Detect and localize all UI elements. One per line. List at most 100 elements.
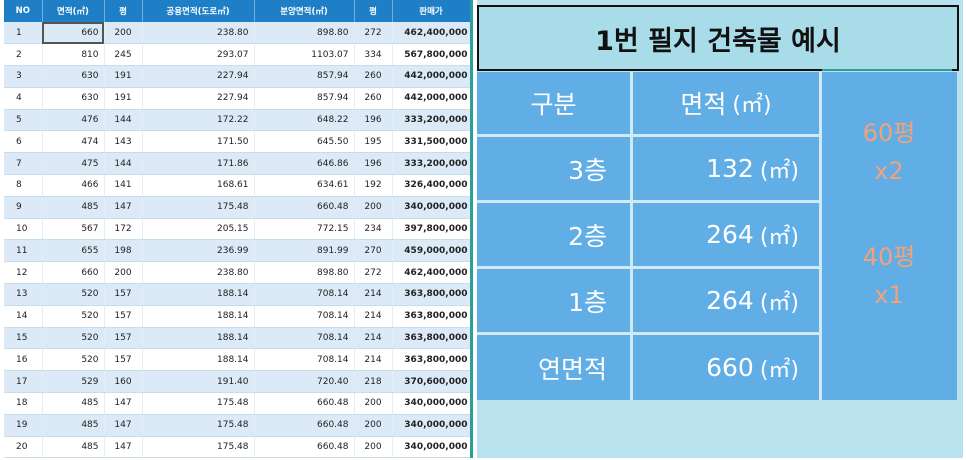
header-common-area[interactable]: 공용면적(도로㎡) <box>142 0 255 22</box>
cell-pyeong[interactable]: 200 <box>104 22 143 45</box>
cell-common-area[interactable]: 227.94 <box>142 87 255 110</box>
cell-area[interactable]: 520 <box>42 305 105 328</box>
cell-no[interactable]: 1 <box>4 22 43 45</box>
cell-no[interactable]: 8 <box>4 174 43 197</box>
cell-price[interactable]: 333,200,000 <box>392 152 471 176</box>
header-area[interactable]: 면적(㎡) <box>42 0 105 22</box>
cell-price[interactable]: 370,600,000 <box>392 370 471 394</box>
cell-common-area[interactable]: 238.80 <box>142 22 255 45</box>
cell-pyeong[interactable]: 172 <box>104 218 143 241</box>
cell-area[interactable]: 660 <box>42 22 105 45</box>
cell-area[interactable]: 520 <box>42 283 105 306</box>
cell-area[interactable]: 485 <box>42 196 105 219</box>
cell-pyeong[interactable]: 143 <box>104 130 143 154</box>
cell-area[interactable]: 655 <box>42 239 105 263</box>
cell-price[interactable]: 363,800,000 <box>392 305 471 328</box>
cell-price[interactable]: 340,000,000 <box>392 196 471 219</box>
cell-common-area[interactable]: 238.80 <box>142 261 255 285</box>
cell-price[interactable]: 442,000,000 <box>392 65 471 88</box>
cell-common-area[interactable]: 175.48 <box>142 392 255 415</box>
cell-common-area[interactable]: 175.48 <box>142 196 255 219</box>
cell-sale-area[interactable]: 708.14 <box>254 283 355 306</box>
cell-sale-pyeong[interactable]: 200 <box>354 196 393 219</box>
cell-pyeong[interactable]: 191 <box>104 65 143 88</box>
cell-no[interactable]: 18 <box>4 392 43 415</box>
cell-common-area[interactable]: 175.48 <box>142 436 255 459</box>
cell-area[interactable]: 529 <box>42 370 105 394</box>
cell-sale-pyeong[interactable]: 334 <box>354 43 393 67</box>
header-pyeong[interactable]: 평 <box>104 0 143 22</box>
cell-pyeong[interactable]: 160 <box>104 370 143 394</box>
cell-area[interactable]: 485 <box>42 436 105 459</box>
cell-no[interactable]: 7 <box>4 152 43 176</box>
cell-common-area[interactable]: 168.61 <box>142 174 255 197</box>
cell-common-area[interactable]: 188.14 <box>142 348 255 372</box>
cell-price[interactable]: 340,000,000 <box>392 414 471 437</box>
cell-common-area[interactable]: 191.40 <box>142 370 255 394</box>
cell-common-area[interactable]: 205.15 <box>142 218 255 241</box>
cell-sale-area[interactable]: 772.15 <box>254 218 355 241</box>
cell-pyeong[interactable]: 200 <box>104 261 143 285</box>
cell-price[interactable]: 363,800,000 <box>392 283 471 306</box>
cell-sale-area[interactable]: 660.48 <box>254 436 355 459</box>
cell-sale-pyeong[interactable]: 270 <box>354 239 393 263</box>
cell-sale-area[interactable]: 660.48 <box>254 196 355 219</box>
cell-area[interactable]: 810 <box>42 43 105 67</box>
cell-pyeong[interactable]: 157 <box>104 348 143 372</box>
cell-sale-area[interactable]: 708.14 <box>254 327 355 350</box>
cell-sale-area[interactable]: 708.14 <box>254 305 355 328</box>
cell-no[interactable]: 17 <box>4 370 43 394</box>
cell-sale-pyeong[interactable]: 234 <box>354 218 393 241</box>
cell-area[interactable]: 520 <box>42 327 105 350</box>
cell-sale-pyeong[interactable]: 200 <box>354 436 393 459</box>
cell-sale-area[interactable]: 645.50 <box>254 130 355 154</box>
cell-area[interactable]: 485 <box>42 392 105 415</box>
cell-no[interactable]: 13 <box>4 283 43 306</box>
cell-no[interactable]: 10 <box>4 218 43 241</box>
cell-sale-area[interactable]: 646.86 <box>254 152 355 176</box>
cell-sale-pyeong[interactable]: 218 <box>354 370 393 394</box>
cell-no[interactable]: 6 <box>4 130 43 154</box>
cell-area[interactable]: 475 <box>42 152 105 176</box>
cell-common-area[interactable]: 188.14 <box>142 327 255 350</box>
cell-pyeong[interactable]: 157 <box>104 305 143 328</box>
cell-area[interactable]: 630 <box>42 87 105 110</box>
cell-common-area[interactable]: 293.07 <box>142 43 255 67</box>
cell-sale-area[interactable]: 857.94 <box>254 87 355 110</box>
cell-price[interactable]: 363,800,000 <box>392 348 471 372</box>
cell-pyeong[interactable]: 144 <box>104 109 143 132</box>
cell-price[interactable]: 333,200,000 <box>392 109 471 132</box>
cell-sale-pyeong[interactable]: 195 <box>354 130 393 154</box>
cell-sale-area[interactable]: 708.14 <box>254 348 355 372</box>
cell-price[interactable]: 442,000,000 <box>392 87 471 110</box>
cell-area[interactable]: 474 <box>42 130 105 154</box>
cell-price[interactable]: 567,800,000 <box>392 43 471 67</box>
cell-price[interactable]: 462,400,000 <box>392 22 471 45</box>
cell-pyeong[interactable]: 147 <box>104 392 143 415</box>
cell-sale-pyeong[interactable]: 192 <box>354 174 393 197</box>
cell-sale-area[interactable]: 898.80 <box>254 22 355 45</box>
cell-pyeong[interactable]: 191 <box>104 87 143 110</box>
cell-sale-pyeong[interactable]: 214 <box>354 283 393 306</box>
cell-sale-area[interactable]: 634.61 <box>254 174 355 197</box>
cell-sale-pyeong[interactable]: 200 <box>354 392 393 415</box>
header-price[interactable]: 판매가 <box>392 0 471 22</box>
cell-sale-area[interactable]: 660.48 <box>254 414 355 437</box>
cell-pyeong[interactable]: 147 <box>104 196 143 219</box>
header-sale-pyeong[interactable]: 평 <box>354 0 393 22</box>
cell-price[interactable]: 363,800,000 <box>392 327 471 350</box>
cell-area[interactable]: 485 <box>42 414 105 437</box>
cell-sale-area[interactable]: 660.48 <box>254 392 355 415</box>
cell-no[interactable]: 14 <box>4 305 43 328</box>
cell-common-area[interactable]: 172.22 <box>142 109 255 132</box>
cell-sale-pyeong[interactable]: 196 <box>354 152 393 176</box>
cell-sale-pyeong[interactable]: 272 <box>354 261 393 285</box>
cell-common-area[interactable]: 171.50 <box>142 130 255 154</box>
cell-common-area[interactable]: 171.86 <box>142 152 255 176</box>
cell-no[interactable]: 2 <box>4 43 43 67</box>
cell-common-area[interactable]: 227.94 <box>142 65 255 88</box>
cell-sale-area[interactable]: 891.99 <box>254 239 355 263</box>
cell-sale-pyeong[interactable]: 214 <box>354 327 393 350</box>
cell-pyeong[interactable]: 157 <box>104 327 143 350</box>
cell-common-area[interactable]: 236.99 <box>142 239 255 263</box>
